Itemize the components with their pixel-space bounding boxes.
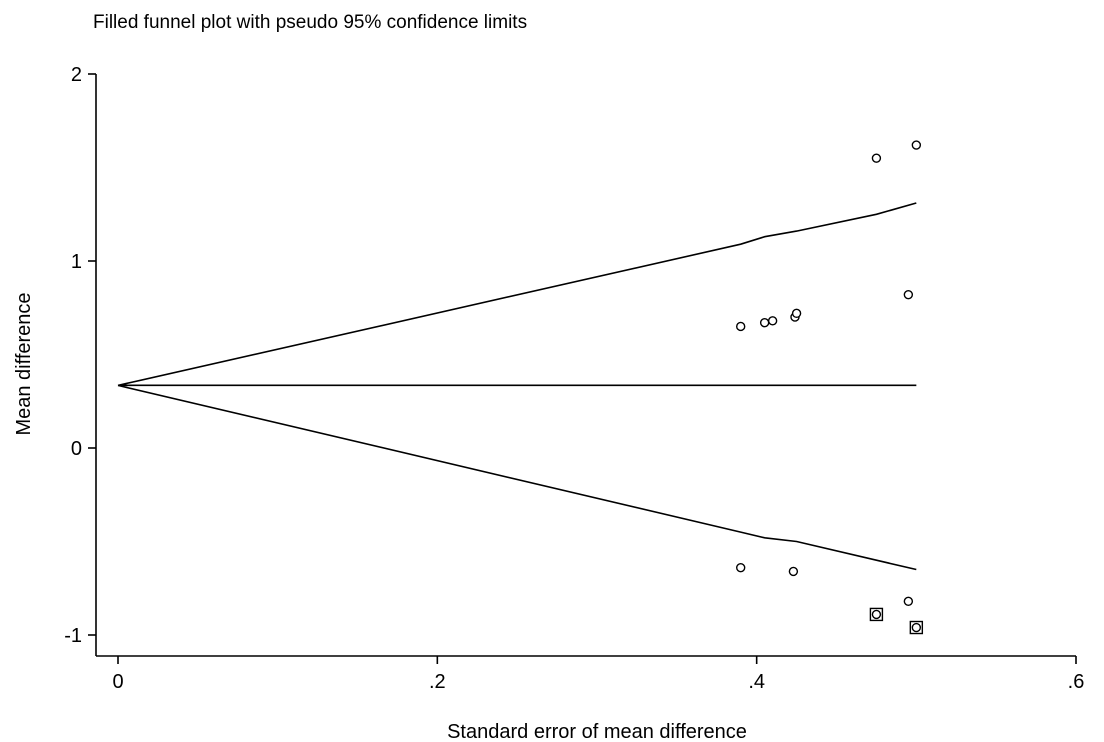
- lower-confidence-limit: [117, 384, 917, 571]
- study-point: [791, 308, 802, 319]
- study-point: [736, 562, 746, 573]
- study-point: [759, 318, 770, 328]
- axes: -1 0 1 2 0 .2 .4 .6: [64, 64, 1084, 693]
- study-points: [736, 140, 924, 635]
- upper-confidence-limit: [117, 202, 917, 387]
- x-tick-label: .2: [429, 671, 446, 693]
- study-point: [788, 566, 799, 577]
- x-axis-label: Standard error of mean difference: [447, 721, 747, 742]
- study-point: [871, 153, 882, 163]
- y-axis-label: Mean difference: [13, 292, 35, 435]
- y-tick-label: 2: [71, 64, 82, 86]
- y-tick-label: 0: [71, 438, 82, 460]
- x-tick-label: 0: [112, 671, 123, 693]
- y-tick-label: 1: [71, 251, 82, 273]
- study-point: [903, 289, 914, 300]
- x-tick-label: .4: [748, 671, 765, 693]
- filled-study-marker: [869, 607, 884, 622]
- chart-title: Filled funnel plot with pseudo 95% confi…: [93, 12, 527, 33]
- filled-study-marker: [909, 620, 924, 635]
- funnel-lines: [117, 202, 917, 571]
- x-tick-label: .6: [1068, 671, 1085, 693]
- study-point: [736, 321, 746, 332]
- study-point: [767, 316, 778, 326]
- study-point: [903, 596, 914, 607]
- study-point: [911, 140, 922, 150]
- y-tick-label: -1: [64, 625, 82, 647]
- study-point: [871, 609, 882, 620]
- study-point: [911, 622, 922, 633]
